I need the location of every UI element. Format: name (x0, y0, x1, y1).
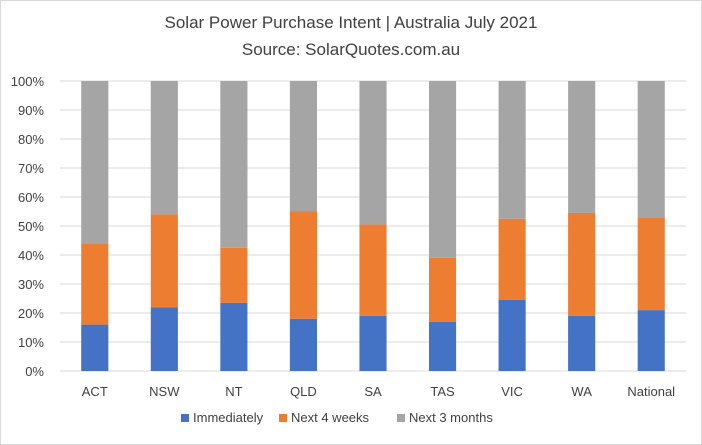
y-tick-label: 30% (18, 277, 44, 292)
x-axis: ACT NSW NT QLD SA TAS VIC WA National (82, 384, 675, 399)
bar-segment-sa-immediately (359, 315, 387, 371)
x-tick-label: National (627, 384, 675, 399)
chart-title: Solar Power Purchase Intent | Australia … (165, 13, 538, 32)
legend-label: Next 4 weeks (291, 410, 370, 425)
bar-segment-act-next-3-months (81, 81, 109, 244)
x-tick-label: NSW (149, 384, 180, 399)
bar-segment-act-immediately (81, 324, 109, 371)
bar-segment-nt-next-4-weeks (220, 247, 248, 303)
y-tick-label: 100% (11, 74, 45, 89)
bar-segment-tas-immediately (428, 321, 457, 371)
x-tick-label: QLD (290, 384, 317, 399)
bar-segment-national-next-4-weeks (637, 217, 665, 311)
bar-segment-nsw-next-3-months (150, 81, 178, 215)
x-tick-label: ACT (82, 384, 108, 399)
y-tick-label: 70% (18, 161, 44, 176)
bar-segment-national-immediately (637, 310, 665, 371)
y-tick-label: 50% (18, 219, 44, 234)
bar-segment-wa-next-3-months (568, 81, 596, 213)
bar-segment-nt-next-3-months (220, 81, 248, 248)
bars (81, 81, 665, 371)
bar-segment-wa-next-4-weeks (568, 212, 596, 316)
bar-segment-vic-next-3-months (498, 81, 526, 219)
x-tick-label: VIC (501, 384, 523, 399)
legend-swatch (181, 414, 189, 422)
y-tick-label: 40% (18, 248, 44, 263)
y-tick-label: 10% (18, 335, 44, 350)
y-tick-label: 90% (18, 103, 44, 118)
chart-subtitle: Source: SolarQuotes.com.au (242, 40, 460, 59)
x-tick-label: NT (225, 384, 242, 399)
bar-segment-tas-next-4-weeks (428, 257, 457, 322)
legend-label: Immediately (193, 410, 264, 425)
x-tick-label: TAS (430, 384, 455, 399)
y-tick-label: 0% (25, 364, 44, 379)
bar-segment-vic-next-4-weeks (498, 218, 526, 300)
x-tick-label: SA (364, 384, 382, 399)
bar-segment-qld-immediately (289, 318, 318, 371)
y-tick-label: 60% (18, 190, 44, 205)
legend-swatch (397, 414, 405, 422)
bar-segment-nsw-immediately (150, 307, 178, 371)
x-tick-label: WA (571, 384, 592, 399)
bar-segment-qld-next-3-months (289, 81, 318, 212)
legend: Immediately Next 4 weeks Next 3 months (181, 410, 493, 425)
bar-segment-qld-next-4-weeks (289, 211, 318, 319)
bar-segment-sa-next-4-weeks (359, 224, 387, 316)
bar-segment-nt-immediately (220, 302, 248, 371)
bar-segment-act-next-4-weeks (81, 243, 109, 325)
y-tick-label: 20% (18, 306, 44, 321)
bar-segment-national-next-3-months (637, 81, 665, 218)
y-axis: 0% 10% 20% 30% 40% 50% 60% 70% 80% 90% 100% (11, 74, 45, 379)
bar-segment-tas-next-3-months (428, 81, 457, 258)
bar-segment-sa-next-3-months (359, 81, 387, 225)
bar-segment-nsw-next-4-weeks (150, 214, 178, 308)
bar-segment-vic-immediately (498, 299, 526, 371)
legend-swatch (279, 414, 287, 422)
legend-label: Next 3 months (409, 410, 493, 425)
bar-segment-wa-immediately (568, 315, 596, 371)
y-tick-label: 80% (18, 132, 44, 147)
